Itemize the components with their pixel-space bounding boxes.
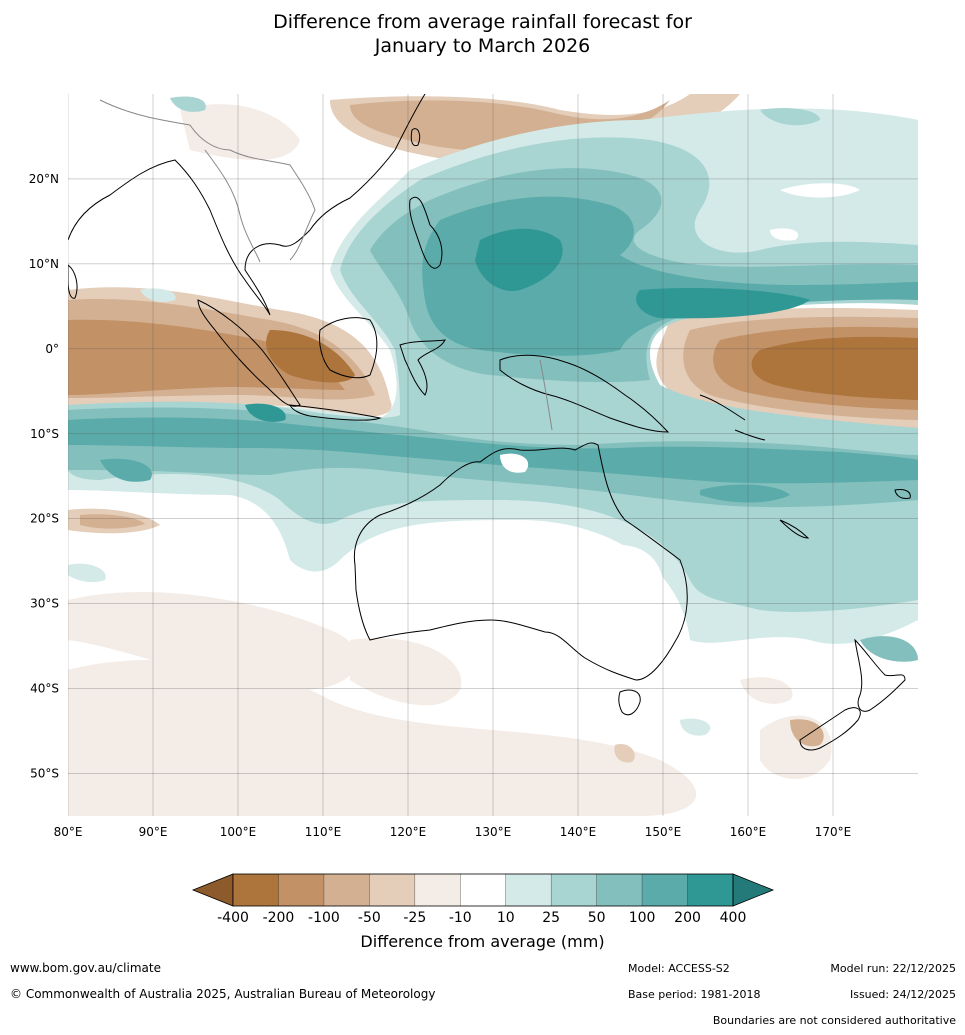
- colorbar-tick-label: -10: [449, 910, 472, 926]
- new-guinea-coastline: [499, 354, 670, 433]
- colorbar: -400 -200 -100 -50 -25 -10 10 25 50 100 200 400: [191, 873, 775, 926]
- map-body: [68, 94, 918, 816]
- lat-tick-label: 50°S: [30, 767, 59, 781]
- boundary-disclaimer: Boundaries are not considered authoritat…: [712, 1014, 956, 1027]
- lat-tick-label: 10°N: [29, 257, 59, 271]
- model-name: Model: ACCESS-S2: [628, 962, 730, 975]
- title-line-2: January to March 2026: [374, 35, 591, 57]
- colorbar-swatch: [505, 874, 552, 906]
- lon-tick-label: 130°E: [475, 825, 512, 839]
- asia-mainland-coastline: [68, 94, 426, 316]
- lon-tick-label: 150°E: [645, 825, 682, 839]
- lon-tick-label: 120°E: [390, 825, 427, 839]
- colorbar-tick-label: 10: [497, 910, 515, 926]
- copyright-notice: © Commonwealth of Australia 2025, Austra…: [10, 987, 436, 1001]
- colorbar-swatch: [414, 874, 461, 906]
- gridlines: [68, 94, 918, 816]
- colorbar-swatch: [596, 874, 643, 906]
- lon-tick-label: 100°E: [220, 825, 257, 839]
- java-coastline: [289, 404, 382, 421]
- lon-tick-label: 110°E: [305, 825, 342, 839]
- anomaly-dry-moderate: [68, 94, 918, 763]
- colorbar-outline: [232, 873, 734, 907]
- sulawesi-coastline: [399, 339, 446, 396]
- colorbar-tick-label: -50: [358, 910, 381, 926]
- lon-tick-label: 80°E: [54, 825, 83, 839]
- anomaly-neutral-patches: [500, 183, 860, 597]
- lon-tick-label: 170°E: [815, 825, 852, 839]
- colorbar-extend-max: [732, 873, 775, 907]
- base-period: Base period: 1981-2018: [628, 988, 761, 1001]
- borneo-coastline: [319, 317, 378, 379]
- axis-labels: 80°E 90°E 100°E 110°E 120°E 130°E 140°E 150°E 16…: [29, 172, 852, 839]
- colorbar-swatch: [551, 874, 597, 906]
- map-title: Difference from average rainfall forecas…: [0, 10, 965, 58]
- colorbar-swatch: [369, 874, 415, 906]
- australia-coastline: [353, 442, 688, 681]
- fiji-coastline: [894, 489, 911, 499]
- lat-tick-label: 30°S: [30, 597, 59, 611]
- colorbar-title: Difference from average (mm): [360, 932, 605, 951]
- lat-tick-label: 20°N: [29, 172, 59, 186]
- sumatra-coastline: [197, 299, 301, 407]
- colorbar-swatch: [233, 874, 279, 906]
- colorbar-swatch: [278, 874, 324, 906]
- title-line-1: Difference from average rainfall forecas…: [273, 11, 692, 33]
- issued-date: Issued: 24/12/2025: [849, 988, 956, 1001]
- model-run-date: Model run: 22/12/2025: [830, 962, 956, 975]
- colorbar-extend-min: [191, 873, 234, 907]
- taiwan-coastline: [410, 128, 421, 147]
- colorbar-tick-label: 400: [720, 910, 747, 926]
- country-borders: [99, 99, 553, 431]
- lon-tick-label: 90°E: [139, 825, 168, 839]
- lat-tick-label: 20°S: [30, 512, 59, 526]
- solomon-islands-coastline: [699, 394, 766, 441]
- colorbar-tick-label: -200: [263, 910, 295, 926]
- tasmania-coastline: [618, 689, 641, 716]
- colorbar-swatch: [642, 874, 688, 906]
- new-zealand-north-coastline: [854, 638, 906, 712]
- lat-tick-label: 40°S: [30, 682, 59, 696]
- website-url[interactable]: www.bom.gov.au/climate: [10, 961, 161, 975]
- colorbar-swatch: [323, 874, 370, 906]
- colorbar-swatch: [460, 874, 506, 906]
- colorbar-tick-label: 200: [674, 910, 701, 926]
- new-zealand-south-coastline: [799, 707, 861, 751]
- colorbar-tick-label: -25: [403, 910, 426, 926]
- lon-tick-label: 140°E: [560, 825, 597, 839]
- new-caledonia-coastline: [779, 519, 810, 539]
- colorbar-tick-label: -400: [217, 910, 249, 926]
- colorbar-tick-label: -100: [308, 910, 340, 926]
- lat-tick-label: 10°S: [30, 427, 59, 441]
- colorbar-swatch: [687, 874, 733, 906]
- colorbar-tick-label: 25: [542, 910, 560, 926]
- philippines-coastline: [409, 197, 443, 269]
- lat-tick-label: 0°: [45, 342, 59, 356]
- colorbar-tick-label: 100: [629, 910, 656, 926]
- lon-tick-label: 160°E: [730, 825, 767, 839]
- coastlines: [68, 94, 911, 751]
- colorbar-tick-label: 50: [588, 910, 606, 926]
